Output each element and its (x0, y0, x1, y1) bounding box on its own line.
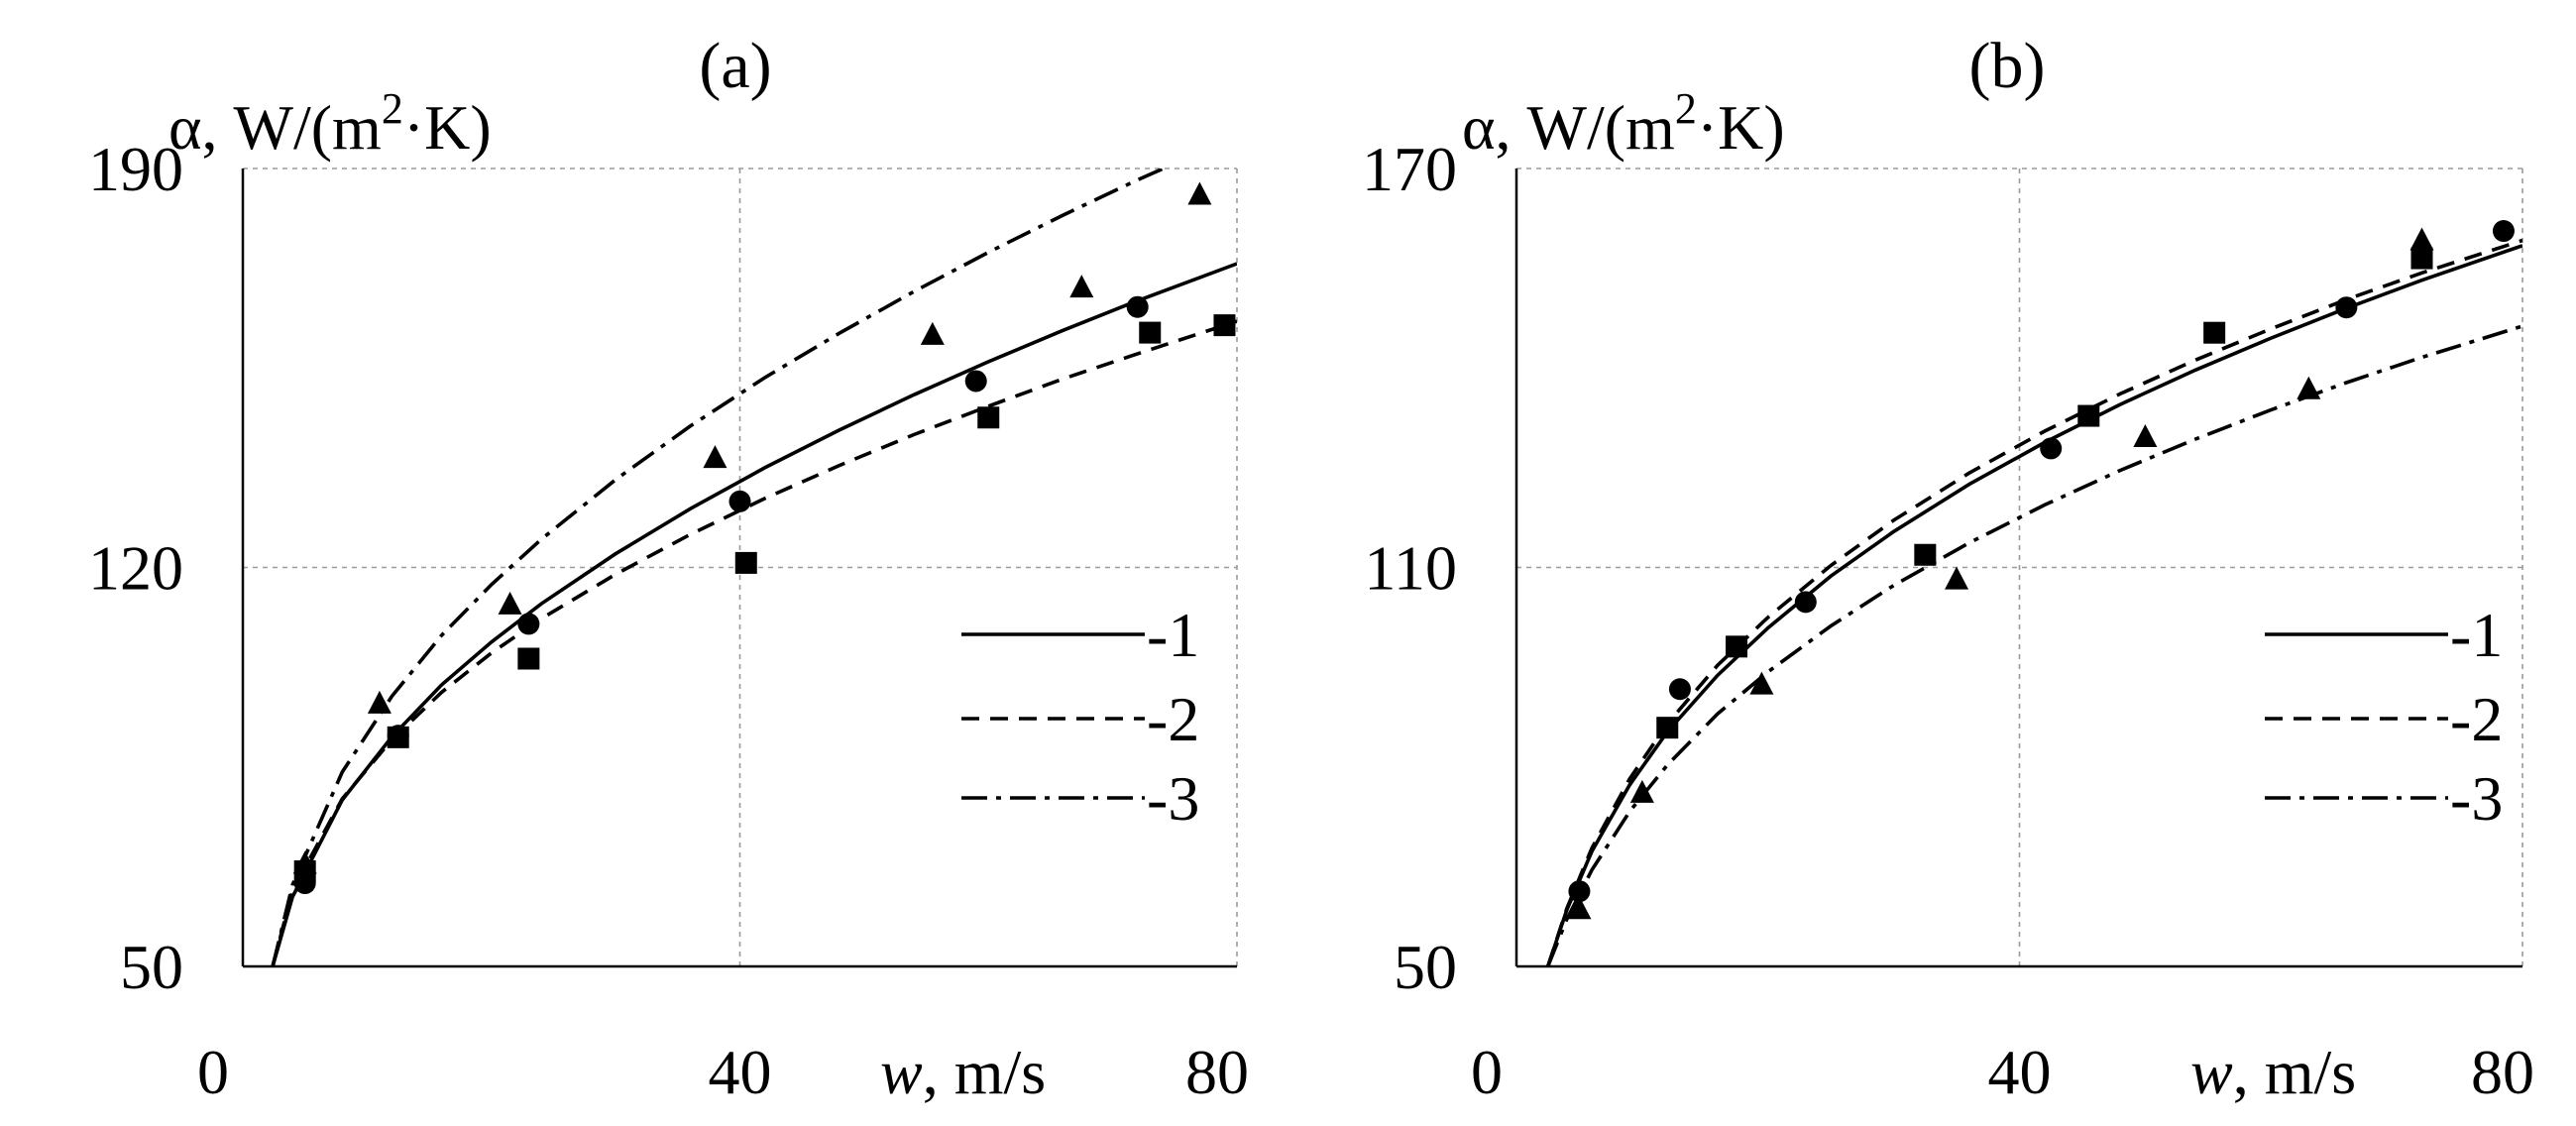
series-2-point (977, 406, 1000, 429)
series-1 (271, 262, 1237, 966)
x-axis-label-variable: w (880, 1037, 923, 1107)
series-1-point (2335, 296, 2358, 319)
series-1-point (1568, 880, 1591, 903)
series-3-point (498, 591, 522, 615)
y-tick-label: 170 (1362, 134, 1457, 204)
series-3-point (1069, 275, 1094, 298)
y-tick-label: 190 (88, 134, 183, 204)
series-2-point (2077, 404, 2100, 427)
series-2 (271, 314, 1237, 966)
x-tick-label: 40 (709, 1037, 772, 1107)
series-2-point (1914, 543, 1937, 566)
panel-b: 50 110 170 0 40 80 (b) α, W/(m2·K) w, m/s -1 -2 -3 (1362, 30, 2534, 1107)
series-2-point (1139, 321, 1162, 344)
series-3 (1546, 227, 2522, 966)
series-3-point (920, 321, 945, 345)
panel-a: 50 120 190 0 40 80 (a) α, W/(m2·K) w, m/s -1 -2 -3 (88, 30, 1249, 1107)
series-1-point (964, 370, 987, 393)
y-tick-label: 50 (120, 932, 183, 1002)
x-tick-label: 40 (1988, 1037, 2052, 1107)
y-axis-label-prefix: α, W/(m (1462, 92, 1675, 163)
series-2-point (1213, 314, 1236, 337)
series-3-point (2133, 424, 2158, 448)
x-tick-label: 0 (197, 1037, 229, 1107)
x-tick-label: 0 (1471, 1037, 1503, 1107)
series-3-point (292, 850, 317, 874)
legend: -1 -2 -3 (2265, 600, 2503, 834)
plot-area (271, 169, 1237, 966)
series-2 (1545, 238, 2522, 966)
legend-label-3: -3 (1147, 763, 1199, 834)
y-axis-label-suffix: ·K) (1697, 92, 1785, 163)
series-1-point (728, 490, 751, 512)
series-2-point (387, 726, 409, 748)
x-axis-label-variable: w (2190, 1037, 2233, 1107)
panel-label: (b) (1969, 30, 2046, 102)
series-1-point (2492, 220, 2515, 243)
series-1-point (1668, 678, 1691, 701)
series-2-point (734, 551, 757, 574)
y-axis-label-exponent: 2 (1675, 84, 1697, 133)
legend-label-3: -3 (2450, 763, 2503, 834)
series-3-point (1629, 779, 1654, 803)
x-axis-label-unit: , m/s (923, 1037, 1046, 1107)
legend-label-2: -2 (1147, 684, 1199, 754)
series-3-curve (1546, 324, 2522, 966)
series-1-point (1126, 295, 1149, 318)
series-3-point (2296, 376, 2321, 399)
x-axis-label: w, m/s (2190, 1037, 2356, 1107)
series-3-point (1187, 181, 1212, 205)
series-2-curve (271, 319, 1237, 966)
series-3 (271, 169, 1212, 966)
series-1 (1545, 220, 2522, 966)
series-1-point (1794, 591, 1817, 614)
x-tick-label: 80 (2471, 1037, 2534, 1107)
series-3-point (1749, 671, 1774, 695)
y-axis-label: α, W/(m2·K) (168, 84, 492, 163)
series-2-point (2410, 247, 2433, 270)
y-axis-label: α, W/(m2·K) (1462, 84, 1785, 163)
series-2-point (2203, 321, 2226, 344)
series-3-point (1567, 896, 1592, 920)
x-axis-label-unit: , m/s (2233, 1037, 2356, 1107)
series-2-point (517, 647, 540, 670)
y-axis-label-suffix: ·K) (403, 92, 492, 163)
x-tick-label: 80 (1185, 1037, 1249, 1107)
y-tick-label: 110 (1364, 533, 1457, 604)
series-3-curve (271, 169, 1169, 966)
series-3-point (1945, 566, 1969, 590)
plot-area (1545, 220, 2522, 966)
legend-label-1: -1 (2450, 600, 2503, 670)
y-tick-label: 120 (88, 533, 183, 604)
series-1-point (2040, 437, 2063, 460)
series-3-point (2409, 227, 2434, 251)
y-tick-label: 50 (1394, 932, 1457, 1002)
series-2-curve (1545, 238, 2522, 966)
y-axis-label-prefix: α, W/(m (168, 92, 382, 163)
legend: -1 -2 -3 (961, 600, 1199, 834)
y-axis-label-exponent: 2 (382, 84, 403, 133)
x-axis-label: w, m/s (880, 1037, 1046, 1107)
series-2-point (1726, 635, 1748, 658)
panel-label: (a) (699, 30, 771, 102)
series-2-point (1656, 717, 1679, 739)
series-3-point (703, 445, 728, 469)
series-1-curve (1545, 244, 2522, 966)
series-3-point (367, 690, 392, 714)
legend-label-2: -2 (2450, 684, 2503, 754)
series-1-curve (271, 262, 1237, 966)
legend-label-1: -1 (1147, 600, 1199, 670)
